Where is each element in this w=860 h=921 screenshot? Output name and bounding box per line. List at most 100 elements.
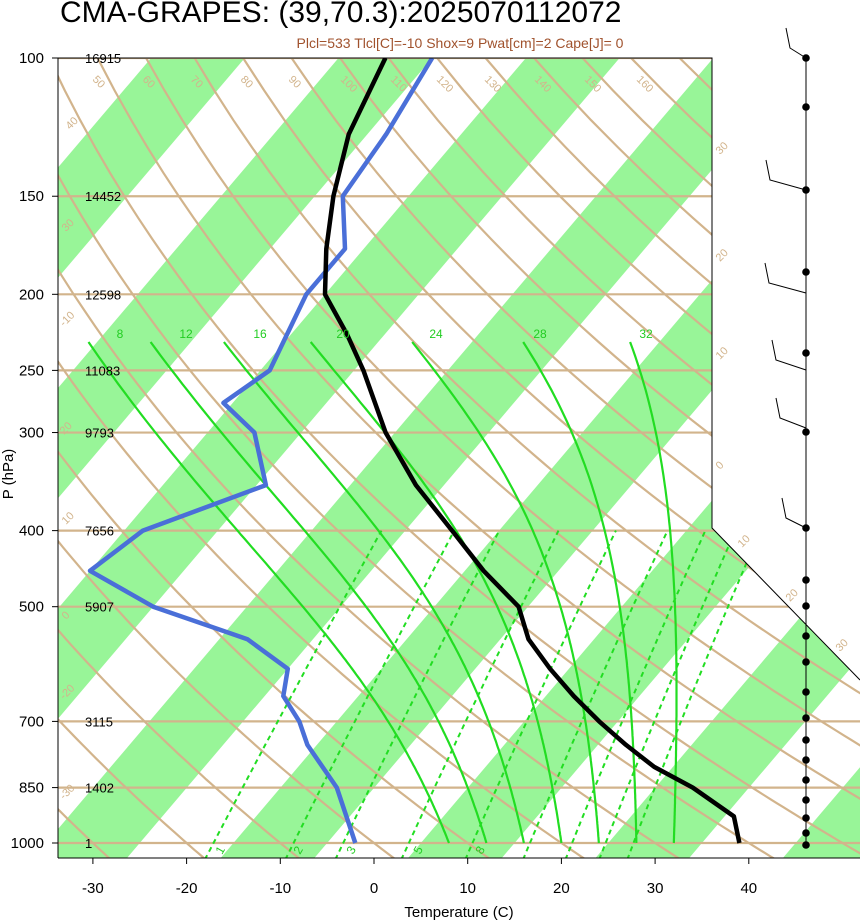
height-label: 16915 — [85, 51, 121, 66]
wind-level-dot — [802, 796, 810, 804]
x-tick-label: 0 — [370, 880, 378, 897]
moist-adiabat — [411, 341, 600, 844]
wind-level-dot — [802, 428, 810, 436]
height-label: 1402 — [85, 781, 114, 796]
isotherm-band — [58, 58, 463, 858]
mixing-ratio-line — [203, 530, 383, 858]
y-tick-label: 500 — [19, 599, 44, 616]
height-label: 11083 — [85, 363, 120, 378]
x-axis-label: Temperature (C) — [404, 904, 513, 921]
wind-barb — [765, 159, 807, 191]
y-tick-label: 700 — [19, 713, 44, 730]
y-tick-label: 850 — [19, 780, 44, 797]
isotherm-band — [58, 58, 838, 858]
dry-adiabat — [785, 58, 860, 858]
wind-level-dot — [802, 658, 810, 666]
wind-barb — [785, 27, 807, 59]
wind-level-dot — [802, 736, 810, 744]
dry-adiabat-label: 160 — [634, 74, 655, 95]
isotherm-label: 0 — [714, 459, 727, 472]
isotherm-label: 10 — [714, 345, 731, 362]
height-label: 5907 — [85, 600, 114, 615]
moist-adiabat-label: 24 — [429, 327, 443, 341]
dewpoint-line — [87, 58, 435, 844]
moist-adiabat — [149, 341, 488, 844]
mixing-ratio-line — [626, 530, 762, 858]
x-tick-label: -20 — [176, 880, 198, 897]
isotherm-label: -30 — [58, 782, 78, 802]
height-label: 9793 — [85, 426, 114, 441]
wind-level-dot — [802, 714, 810, 722]
moist-adiabat — [629, 341, 678, 844]
mixing-ratio-label: 3 — [343, 843, 359, 856]
height-label: 12598 — [85, 287, 121, 302]
sounding-profiles — [87, 58, 742, 844]
dry-adiabat — [832, 58, 860, 858]
isotherm-label: 20 — [714, 247, 731, 264]
dry-adiabat-label: 80 — [238, 74, 255, 91]
dry-adiabat — [58, 58, 207, 858]
y-tick-label: 250 — [19, 362, 44, 379]
wind-level-dot — [802, 268, 810, 276]
y-tick-label: 200 — [19, 286, 44, 303]
moist-adiabat-label: 12 — [179, 327, 193, 341]
wind-level-dot — [802, 829, 810, 837]
wind-level-dot — [802, 103, 810, 111]
wind-barb — [771, 339, 807, 371]
height-label: 7656 — [85, 524, 114, 539]
moist-adiabat-label: 20 — [336, 327, 350, 341]
axes: -30 -20 -10 0 10 20 30 401001502002503004005007… — [0, 50, 757, 921]
moist-adiabat — [309, 341, 563, 844]
height-label: 1 — [85, 836, 92, 851]
x-tick-label: -10 — [269, 880, 291, 897]
wind-level-dot — [802, 776, 810, 784]
plot-frame — [57, 57, 860, 859]
isotherm-label: -10 — [58, 309, 78, 329]
dry-adiabat — [58, 58, 492, 858]
wind-level-dot — [802, 602, 810, 610]
isotherm-band — [58, 58, 276, 858]
wind-level-dot — [802, 688, 810, 696]
x-tick-label: 10 — [459, 880, 476, 897]
wind-profile — [764, 27, 810, 849]
wind-level-dot — [802, 756, 810, 764]
y-tick-label: 1000 — [11, 835, 44, 852]
x-tick-label: -30 — [82, 880, 104, 897]
isotherm-band — [58, 58, 651, 858]
isotherm-bands — [58, 58, 860, 858]
isotherm-label: 20 — [784, 587, 801, 604]
dry-adiabat-label: 50 — [90, 74, 107, 91]
dry-adiabat — [58, 58, 397, 858]
wind-barb — [781, 497, 807, 529]
moist-adiabat-label: 8 — [117, 327, 124, 341]
mixing-ratio-line — [464, 530, 617, 858]
y-tick-label: 300 — [19, 425, 44, 442]
wind-level-dot — [802, 814, 810, 822]
moist-adiabats — [87, 341, 678, 844]
wind-level-dot — [802, 632, 810, 640]
temperature-line — [322, 58, 742, 844]
isotherm-label: 10 — [60, 510, 77, 527]
y-axis-label: P (hPa) — [0, 449, 17, 500]
isotherm-label: 30 — [834, 637, 851, 654]
frame-border — [57, 57, 860, 858]
y-tick-label: 150 — [19, 188, 44, 205]
mixing-ratio-line — [522, 530, 669, 858]
mixing-ratio-lines — [203, 530, 762, 858]
moist-adiabat — [223, 341, 525, 844]
height-label: 14452 — [85, 189, 121, 204]
isotherm-label: 10 — [736, 533, 753, 550]
wind-level-dot — [802, 841, 810, 849]
wind-level-dot — [802, 576, 810, 584]
x-tick-label: 20 — [553, 880, 570, 897]
wind-level-dot — [802, 349, 810, 357]
dry-adiabat — [0, 22, 16, 860]
x-tick-label: 40 — [740, 880, 757, 897]
mixing-ratio-line — [598, 530, 737, 858]
moist-adiabat-label: 28 — [533, 327, 547, 341]
isotherm-label: 30 — [714, 140, 731, 157]
y-tick-label: 400 — [19, 523, 44, 540]
moist-adiabat — [522, 341, 638, 844]
mixing-ratio-line — [564, 530, 707, 858]
